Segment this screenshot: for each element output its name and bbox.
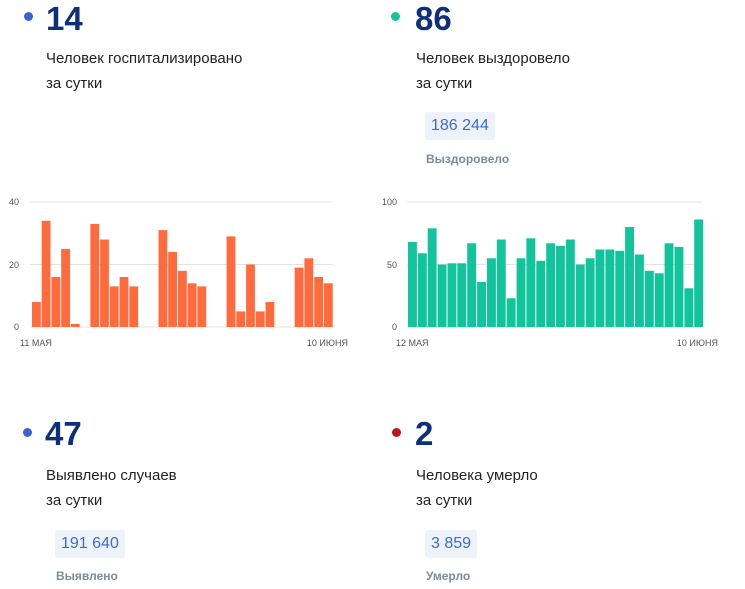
bar [644,270,654,328]
bar [90,223,100,327]
hospitalized-dot-icon [24,12,33,21]
y-tick-label: 0 [14,322,19,332]
recovered-total-label: Выздоровело [426,152,510,166]
bar [119,277,129,327]
recovered-dot-icon [391,12,400,21]
bar [674,247,684,327]
bar [158,230,168,327]
hospitalized-number: 14 [46,0,83,37]
recovered-label: Человек выздоровело [416,50,570,67]
bar [595,249,605,327]
bar [437,264,447,327]
bar [129,286,139,327]
hospitalized-label: Человек госпитализировано [46,50,243,67]
bar [447,263,457,328]
bar [168,252,177,327]
bar [408,242,417,327]
bar [625,227,634,327]
recovered-number: 86 [415,0,452,37]
bar [70,323,80,327]
bar [314,277,323,327]
bar [226,236,236,327]
bar [246,264,255,327]
bar [526,238,536,328]
deaths-dot-icon [392,428,401,437]
y-tick-label: 40 [9,197,19,207]
bar [684,288,694,328]
cases-label: Выявлено случаев [46,467,177,484]
bar [265,302,275,327]
bar [496,239,506,327]
deaths-total-label: Умерло [426,569,471,583]
bar [41,220,51,328]
bar [457,263,467,328]
x-start-label: 12 МАЯ [396,338,429,348]
x-end-label: 10 ИЮНЯ [307,338,348,348]
y-tick-label: 100 [382,197,397,207]
bar [109,286,119,327]
bar [61,248,70,327]
bars [408,219,704,328]
hospitalized-label-period: за сутки [46,75,103,92]
deaths-label-period: за сутки [416,492,473,509]
cases-dot-icon [23,428,32,437]
bar [664,243,674,328]
bar [477,282,486,327]
y-tick-label: 0 [392,322,397,332]
bar [635,254,644,327]
bar [536,260,546,328]
bar [575,264,585,327]
deaths-total-badge: 3 859 [425,530,478,558]
x-end-label: 10 ИЮНЯ [677,338,718,348]
recovered-label-period: за сутки [416,75,473,92]
bar [694,219,704,327]
bar [294,267,304,327]
bar [546,243,556,328]
bar [323,283,333,328]
recovered-bar-chart: 100 50 0 12 МАЯ 10 ИЮНЯ [382,197,718,348]
bar [487,258,496,328]
bars [32,220,333,328]
bar [197,286,207,327]
x-start-label: 11 МАЯ [20,338,52,348]
bar [615,250,625,328]
cases-total-badge: 191 640 [55,530,125,558]
bar [585,258,595,328]
deaths-label: Человека умерло [416,467,538,484]
cases-total-label: Выявлено [56,569,118,583]
bar [654,273,664,328]
bar [556,245,565,328]
bar [417,253,427,328]
bar [427,228,437,328]
bar [178,270,187,328]
deaths-number: 2 [415,415,434,452]
hospitalized-bar-chart: 40 20 0 11 МАЯ 10 ИЮНЯ [9,197,348,348]
bar [506,298,516,328]
cases-number: 47 [45,415,82,452]
bar [236,311,246,327]
bar [467,243,477,328]
bar [304,258,314,328]
recovered-total-badge: 186 244 [425,112,495,140]
bar [255,311,265,327]
cases-label-period: за сутки [46,492,103,509]
bar [51,277,61,327]
bar [605,249,615,327]
y-tick-label: 20 [9,260,19,270]
bar [32,302,41,327]
bar [187,283,197,328]
y-tick-label: 50 [387,260,397,270]
bar [565,239,575,327]
bar [516,258,526,328]
bar [100,239,109,327]
